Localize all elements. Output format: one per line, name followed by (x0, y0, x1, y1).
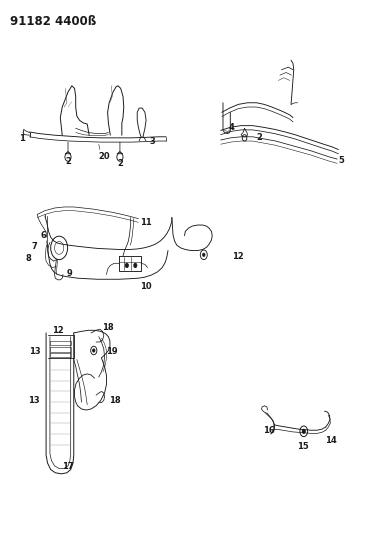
Circle shape (203, 253, 205, 256)
Text: 19: 19 (107, 347, 118, 356)
Text: 1: 1 (19, 134, 25, 143)
Text: 20: 20 (99, 152, 110, 161)
Text: 2: 2 (256, 133, 262, 142)
Text: 13: 13 (27, 396, 39, 405)
Text: 5: 5 (338, 156, 344, 165)
Text: 10: 10 (140, 282, 152, 291)
Text: 18: 18 (110, 396, 121, 405)
Circle shape (302, 429, 305, 433)
Circle shape (134, 263, 137, 268)
Text: 6: 6 (41, 231, 47, 240)
Text: 11: 11 (140, 219, 152, 228)
Text: 13: 13 (29, 347, 41, 356)
Circle shape (93, 349, 95, 352)
Text: 18: 18 (102, 323, 113, 332)
Text: 91182 4400ß: 91182 4400ß (10, 15, 96, 28)
Text: 16: 16 (263, 426, 275, 435)
Text: 14: 14 (325, 437, 337, 446)
Text: 3: 3 (150, 137, 156, 146)
Text: 17: 17 (62, 463, 74, 471)
Text: 4: 4 (229, 123, 234, 132)
Circle shape (125, 263, 129, 268)
Text: 15: 15 (297, 442, 309, 451)
Text: 12: 12 (232, 253, 244, 261)
Text: 9: 9 (66, 269, 72, 278)
Text: 12: 12 (52, 326, 63, 335)
Text: 8: 8 (25, 254, 31, 263)
Text: 7: 7 (32, 242, 37, 251)
Text: 2: 2 (65, 157, 71, 166)
Text: 2: 2 (117, 159, 123, 168)
